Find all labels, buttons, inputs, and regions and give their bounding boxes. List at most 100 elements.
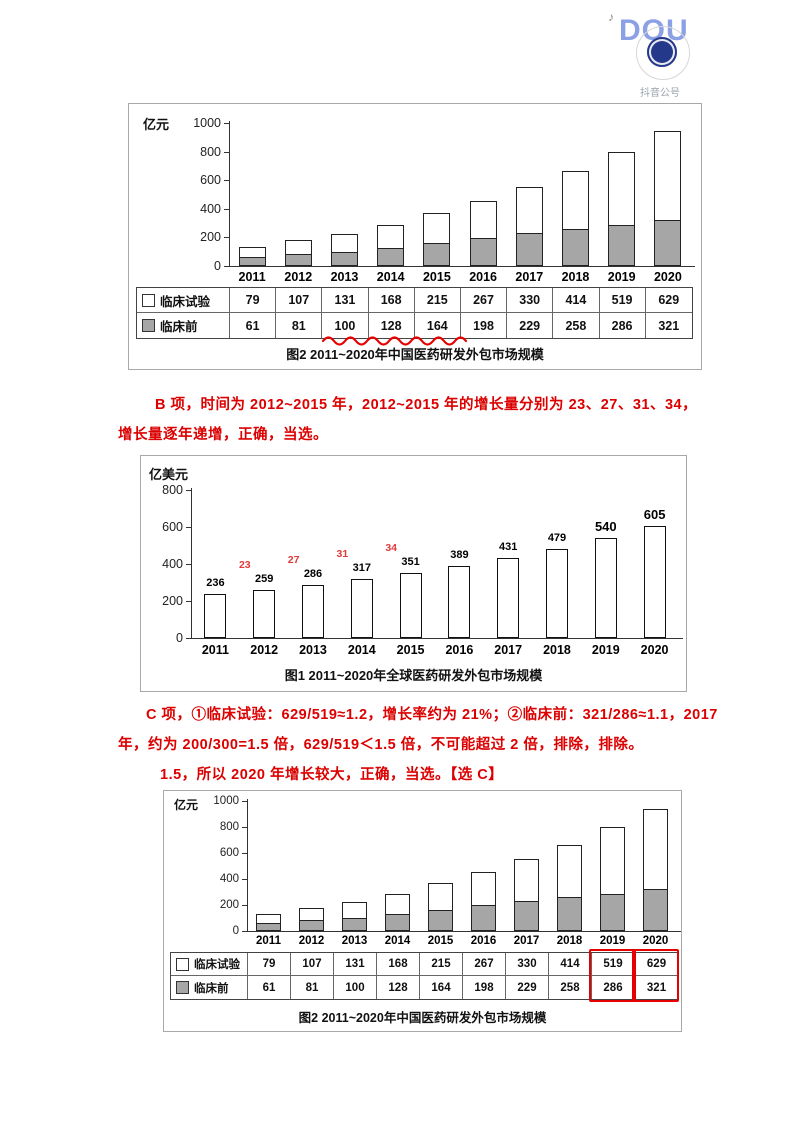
y-tick-mark bbox=[224, 123, 229, 124]
bar bbox=[643, 526, 666, 638]
bar-segment-clinical-trial bbox=[608, 151, 636, 227]
bar-value-label: 540 bbox=[594, 519, 617, 535]
bar-value-label: 479 bbox=[547, 532, 567, 545]
bar-segment-preclinical bbox=[238, 257, 266, 266]
y-tick-mark bbox=[242, 931, 247, 932]
table-value-cell: 107 bbox=[276, 288, 323, 313]
x-axis-label: 2012 bbox=[284, 270, 313, 284]
x-axis-label: 2020 bbox=[653, 270, 682, 284]
bar-segment-preclinical bbox=[342, 918, 367, 931]
x-axis-label: 2016 bbox=[445, 643, 474, 657]
legend-cell: 临床试验 bbox=[171, 953, 248, 976]
y-tick-mark bbox=[224, 151, 229, 153]
bar-segment-clinical-trial bbox=[238, 246, 266, 259]
y-tick-label: 600 bbox=[162, 520, 183, 534]
logo-stamp-icon bbox=[647, 37, 677, 67]
x-axis-label: 2019 bbox=[599, 935, 626, 947]
bar-segment-preclinical bbox=[600, 893, 625, 931]
bar-segment-preclinical bbox=[469, 237, 497, 266]
x-axis-label: 2014 bbox=[347, 643, 376, 657]
bar-segment-clinical-trial bbox=[299, 907, 324, 922]
x-axis-label: 2018 bbox=[543, 643, 571, 657]
x-axis-label: 2011 bbox=[256, 935, 281, 947]
growth-amount-annotation: 27 bbox=[287, 554, 300, 567]
bar-value-label: 317 bbox=[352, 562, 371, 575]
table-value-cell: 81 bbox=[291, 976, 334, 999]
x-axis-label: 2013 bbox=[330, 270, 359, 284]
x-axis-label: 2019 bbox=[607, 270, 636, 284]
growth-amount-annotation: 31 bbox=[336, 548, 349, 561]
logo-subtitle: 抖音公号 bbox=[640, 88, 680, 99]
bar-segment-preclinical bbox=[284, 254, 312, 266]
note-line: 增长量逐年递增，正确，当选。 bbox=[118, 427, 328, 443]
douyin-watermark-logo: ♪ DOU 抖音公号 bbox=[606, 8, 696, 99]
x-axis-label: 2012 bbox=[298, 935, 325, 947]
table-value-cell: 107 bbox=[291, 953, 334, 976]
x-axis-label: 2017 bbox=[494, 643, 523, 657]
table-value-cell: 321 bbox=[646, 981, 667, 994]
figure-caption: 图2 2011~2020年中国医药研发外包市场规模 bbox=[286, 347, 544, 362]
x-axis-label: 2017 bbox=[515, 270, 544, 284]
x-axis-label: 2013 bbox=[341, 935, 368, 947]
y-tick-mark bbox=[186, 490, 191, 491]
bar-value-label: 605 bbox=[643, 507, 666, 523]
bar-segment-clinical-trial bbox=[471, 871, 496, 907]
y-tick-mark bbox=[242, 879, 247, 880]
bar-value-label: 286 bbox=[303, 568, 323, 581]
bar-segment-preclinical bbox=[377, 247, 405, 266]
bar-segment-clinical-trial bbox=[284, 240, 312, 256]
table-value-cell: 164 bbox=[415, 313, 461, 338]
table-value-cell: 330 bbox=[507, 288, 554, 313]
note-line: 1.5，所以 2020 年增长较大，正确，当选。【选 C】 bbox=[160, 767, 504, 783]
bar-segment-clinical-trial bbox=[377, 224, 405, 249]
plot-area: 1000 800 600 400 200 0 2011 2012 2013 2014 2015 201… bbox=[164, 791, 681, 1031]
figure-global-market: 亿美元 800 600 400 200 0 2011 2012 2013 2014 2015 201… bbox=[140, 455, 687, 692]
table-value-cell: 128 bbox=[369, 313, 415, 338]
bar bbox=[253, 590, 276, 638]
y-tick-label: 0 bbox=[214, 259, 221, 273]
x-axis-label: 2015 bbox=[422, 270, 451, 284]
data-table: 临床试验 79 107 131 168 215 267 330 414 519 629 临床前 61 81… bbox=[136, 287, 693, 339]
y-tick-mark bbox=[224, 180, 229, 182]
bar bbox=[546, 549, 568, 638]
y-tick-label: 400 bbox=[200, 201, 221, 216]
red-wavy-underline bbox=[322, 336, 468, 346]
y-tick-label: 0 bbox=[232, 925, 239, 937]
table-value-cell: 79 bbox=[248, 953, 291, 976]
red-annotation-note-2: C 项，①临床试验：629/519≈1.2，增长率约为 21%；②临床前：321… bbox=[118, 700, 717, 790]
table-value-cell: 79 bbox=[230, 288, 277, 313]
bar bbox=[204, 594, 227, 638]
bar-segment-clinical-trial bbox=[514, 859, 539, 903]
y-tick-label: 800 bbox=[219, 821, 239, 833]
bar-value-label: 351 bbox=[401, 556, 420, 569]
bar-segment-preclinical bbox=[256, 923, 281, 931]
x-axis-label: 2020 bbox=[640, 643, 669, 657]
x-axis-label: 2018 bbox=[556, 935, 583, 947]
y-tick-mark bbox=[242, 827, 247, 828]
y-tick-label: 0 bbox=[176, 631, 183, 645]
legend-label: 临床前 bbox=[160, 320, 198, 334]
table-value-cell: 198 bbox=[461, 313, 508, 338]
bar-segment-clinical-trial bbox=[423, 212, 451, 244]
plot-area: 1000 800 600 400 200 0 2011 2012 2013 2014 2015 201… bbox=[129, 104, 701, 369]
x-axis-label: 2015 bbox=[427, 935, 454, 947]
table-value-cell: 215 bbox=[420, 953, 463, 976]
table-value-cell: 330 bbox=[506, 953, 549, 976]
bar-segment-preclinical bbox=[643, 889, 668, 931]
bar bbox=[497, 558, 520, 638]
bar-segment-clinical-trial bbox=[600, 827, 625, 895]
bar-value-label: 431 bbox=[499, 541, 518, 554]
legend-label: 临床前 bbox=[194, 982, 229, 995]
x-axis-label: 2014 bbox=[376, 270, 405, 284]
highlight-box bbox=[632, 949, 679, 1002]
table-value-cell: 258 bbox=[549, 976, 592, 999]
bar-segment-clinical-trial bbox=[256, 913, 281, 925]
logo-ring-decoration bbox=[636, 26, 690, 80]
bar-segment-preclinical bbox=[654, 220, 682, 266]
red-annotation-note-1: B 项，时间为 2012~2015 年，2012~2015 年的增长量分别为 2… bbox=[118, 390, 697, 450]
legend-cell: 临床前 bbox=[171, 976, 248, 999]
y-tick-mark bbox=[186, 527, 191, 528]
x-axis-line bbox=[229, 266, 695, 267]
bar-segment-preclinical bbox=[557, 897, 582, 931]
bar-segment-clinical-trial bbox=[428, 882, 453, 911]
